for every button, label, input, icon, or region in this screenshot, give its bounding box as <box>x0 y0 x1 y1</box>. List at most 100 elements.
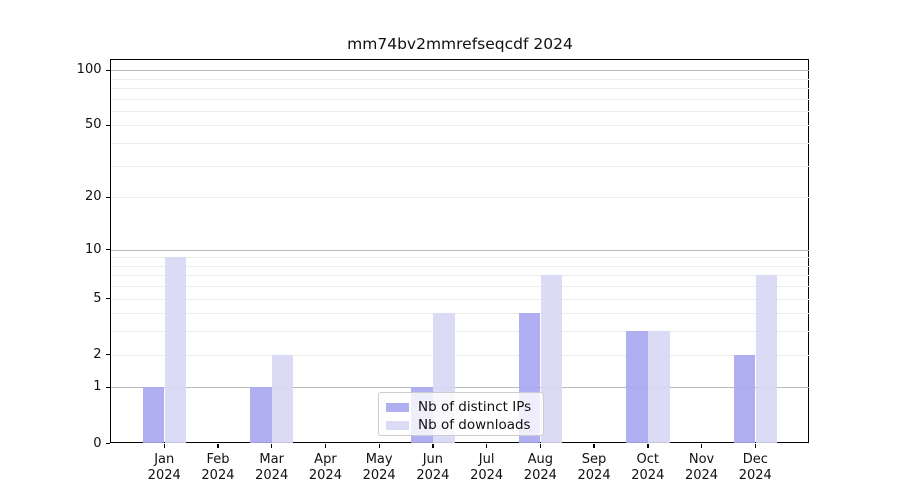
x-tick-label: Jan 2024 <box>134 452 194 485</box>
bar-distinct-ips <box>733 354 756 444</box>
bar-distinct-ips <box>142 387 165 444</box>
y-tick-label: 20 <box>84 189 102 205</box>
x-tick-year: 2024 <box>523 468 557 483</box>
gridline <box>111 197 809 199</box>
y-tick-mark <box>106 196 110 199</box>
y-tick-label: 50 <box>84 117 102 133</box>
legend-label-downloads: Nb of downloads <box>418 417 531 433</box>
y-tick-mark <box>106 386 110 389</box>
x-tick-mark <box>754 444 756 448</box>
x-tick-month: Jun <box>422 451 444 467</box>
x-tick-mark <box>539 444 542 448</box>
x-tick-month: Jan <box>154 451 175 467</box>
y-tick-mark <box>106 124 110 127</box>
y-tick-mark <box>106 443 110 445</box>
gridline <box>111 110 809 112</box>
x-tick-year: 2024 <box>255 468 289 483</box>
gridline <box>111 257 809 259</box>
gridline <box>111 275 809 277</box>
gridline <box>111 143 809 145</box>
bar-distinct-ips <box>626 331 648 444</box>
y-tick-mark <box>106 298 110 300</box>
gridline <box>111 70 809 72</box>
x-tick-month: Dec <box>742 451 768 467</box>
bar-downloads <box>272 354 294 444</box>
x-tick-mark <box>432 444 434 448</box>
y-tick-label: 100 <box>76 62 102 78</box>
x-tick-year: 2024 <box>577 468 611 483</box>
gridline <box>111 98 809 100</box>
x-tick-label: Nov 2024 <box>672 452 732 485</box>
x-tick-mark <box>271 444 273 448</box>
x-tick-year: 2024 <box>631 468 665 483</box>
gridline <box>111 313 809 315</box>
x-tick-label: Jul 2024 <box>457 452 517 485</box>
x-tick-mark <box>217 444 219 448</box>
y-tick-mark <box>106 249 110 251</box>
gridline <box>111 125 809 127</box>
gridline <box>111 78 809 80</box>
x-tick-label: Dec 2024 <box>725 452 785 485</box>
x-tick-mark <box>324 444 327 448</box>
x-tick-year: 2024 <box>684 468 719 483</box>
y-tick-mark <box>106 69 110 71</box>
x-tick-label: Mar 2024 <box>242 452 302 485</box>
chart-title: mm74bv2mmrefseqcdf 2024 <box>347 35 573 53</box>
gridline <box>111 165 809 167</box>
x-tick-month: Sep <box>581 451 607 467</box>
x-tick-month: May <box>365 451 393 467</box>
bar-downloads <box>164 257 187 444</box>
x-tick-year: 2024 <box>362 468 396 483</box>
x-tick-label: May 2024 <box>349 452 409 485</box>
gridline <box>111 387 809 389</box>
bar-downloads <box>755 275 778 444</box>
x-tick-year: 2024 <box>201 468 235 483</box>
x-tick-label: Jun 2024 <box>403 452 463 485</box>
x-tick-month: Mar <box>259 451 284 467</box>
gridline <box>111 354 809 356</box>
x-tick-mark <box>486 444 488 448</box>
gridline <box>111 265 809 267</box>
legend-item-distinct-ips: Nb of distinct IPs <box>386 398 535 416</box>
x-tick-month: Aug <box>527 451 554 467</box>
y-tick-label: 2 <box>93 346 102 362</box>
x-tick-label: Feb 2024 <box>188 452 248 485</box>
bar-distinct-ips <box>250 387 272 444</box>
y-tick-label: 10 <box>84 241 102 257</box>
gridline <box>111 249 809 251</box>
x-tick-mark <box>700 444 703 448</box>
legend: Nb of distinct IPs Nb of downloads <box>378 392 544 436</box>
y-tick-mark <box>106 354 110 356</box>
plot-area <box>110 59 809 443</box>
y-tick-label: 0 <box>93 435 102 451</box>
x-tick-year: 2024 <box>147 468 181 483</box>
x-tick-mark <box>647 444 649 448</box>
x-tick-month: Jul <box>478 451 495 467</box>
x-tick-mark <box>378 444 380 448</box>
x-tick-year: 2024 <box>308 468 342 483</box>
x-tick-year: 2024 <box>738 468 772 483</box>
gridline <box>111 331 809 333</box>
x-tick-label: Sep 2024 <box>564 452 624 485</box>
bar-downloads <box>540 275 563 444</box>
gridline <box>111 88 809 90</box>
x-tick-month: Nov <box>688 451 715 467</box>
x-tick-label: Apr 2024 <box>295 452 355 485</box>
y-tick-label: 5 <box>93 290 102 306</box>
x-tick-month: Oct <box>636 451 660 467</box>
legend-label-distinct-ips: Nb of distinct IPs <box>418 399 532 415</box>
x-tick-month: Feb <box>206 451 230 467</box>
legend-swatch-distinct-ips <box>386 402 409 412</box>
x-tick-label: Oct 2024 <box>618 452 678 485</box>
x-tick-mark <box>593 444 595 448</box>
y-tick-label: 1 <box>93 379 102 395</box>
x-tick-mark <box>163 444 165 448</box>
x-tick-year: 2024 <box>470 468 504 483</box>
x-tick-year: 2024 <box>416 468 450 483</box>
gridline <box>111 298 809 300</box>
legend-swatch-downloads <box>386 420 409 430</box>
gridline <box>111 286 809 288</box>
x-tick-label: Aug 2024 <box>510 452 570 485</box>
x-tick-month: Apr <box>314 451 337 467</box>
